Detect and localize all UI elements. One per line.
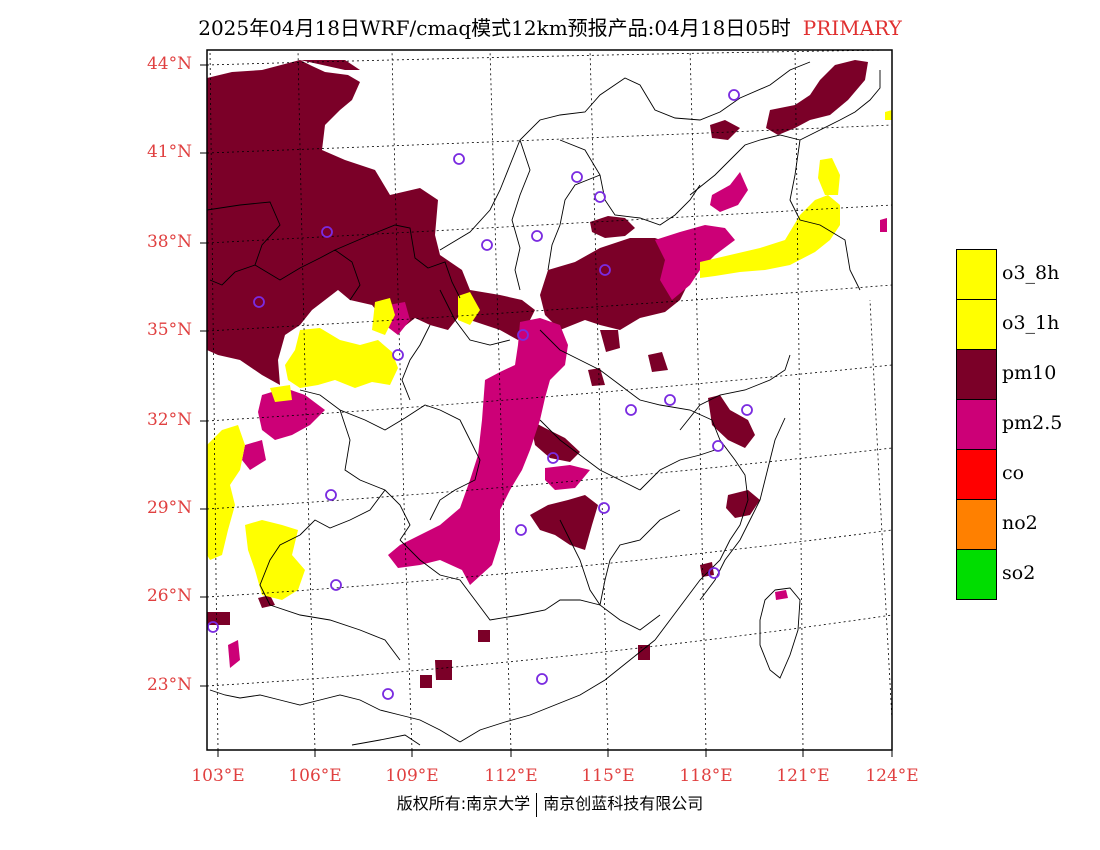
lon-label-115: 115°E	[581, 766, 635, 786]
o3-layer	[207, 110, 892, 600]
legend-label: pm10	[1002, 362, 1057, 384]
lat-label-32: 32°N	[146, 410, 192, 430]
legend-swatch	[956, 499, 997, 550]
legend-swatch	[956, 399, 997, 450]
lon-label-124: 124°E	[865, 766, 919, 786]
legend-swatch	[956, 299, 997, 350]
lat-label-38: 38°N	[146, 232, 192, 252]
title-tag: PRIMARY	[802, 16, 902, 40]
lon-label-121: 121°E	[776, 766, 830, 786]
footer-separator	[536, 792, 538, 817]
title-main: 2025年04月18日WRF/cmaq模式12km预报产品:04月18日05时	[198, 16, 791, 40]
lat-label-29: 29°N	[146, 498, 192, 518]
pm10-layer	[207, 60, 868, 688]
legend-label: so2	[1002, 562, 1036, 584]
lon-label-106: 106°E	[288, 766, 342, 786]
legend-label: o3_1h	[1002, 312, 1060, 334]
legend-swatch	[956, 349, 997, 400]
map-title: 2025年04月18日WRF/cmaq模式12km预报产品:04月18日05时 P…	[0, 12, 1100, 41]
legend-swatch	[956, 249, 997, 300]
legend-swatch	[956, 449, 997, 500]
lon-label-103: 103°E	[191, 766, 245, 786]
lon-label-112: 112°E	[484, 766, 538, 786]
copyright-footer: 版权所有:南京大学 南京创蓝科技有限公司	[0, 790, 1100, 817]
lat-label-35: 35°N	[146, 320, 192, 340]
lon-label-109: 109°E	[385, 766, 439, 786]
legend-swatch	[956, 549, 997, 600]
lon-label-118: 118°E	[679, 766, 733, 786]
lat-label-41: 41°N	[146, 142, 192, 162]
legend-label: pm2.5	[1002, 412, 1063, 434]
boundaries	[206, 61, 881, 746]
legend-label: o3_8h	[1002, 262, 1060, 284]
lat-label-23: 23°N	[146, 675, 192, 695]
pm25-layer	[228, 172, 887, 668]
city-markers	[207, 89, 753, 700]
lat-label-26: 26°N	[146, 586, 192, 606]
graticule	[206, 49, 893, 751]
map-frame	[206, 49, 893, 751]
legend-label: co	[1002, 462, 1025, 484]
lat-label-44: 44°N	[146, 54, 192, 74]
legend-label: no2	[1002, 512, 1038, 534]
footer-left: 版权所有:南京大学	[396, 794, 531, 813]
footer-right: 南京创蓝科技有限公司	[543, 794, 704, 813]
